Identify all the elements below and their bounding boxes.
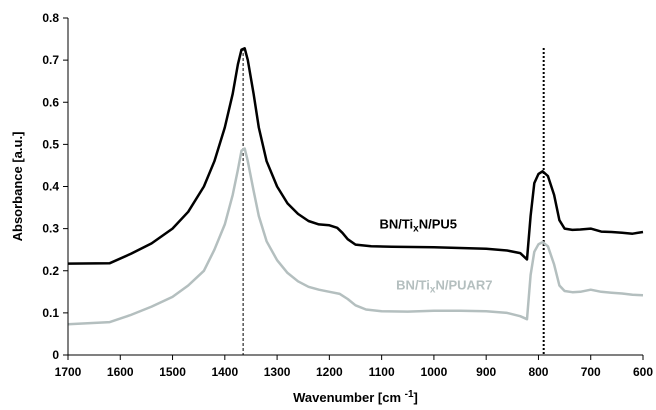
y-tick-label: 0.6 — [42, 95, 59, 109]
series-label-2: BN/TixN/PUAR7 — [396, 278, 492, 296]
plot-series — [67, 47, 644, 326]
x-tick-label: 600 — [633, 365, 653, 379]
x-tick-label: 1300 — [264, 365, 291, 379]
x-tick-label: 1500 — [159, 365, 186, 379]
y-tick-label: 0.8 — [42, 11, 59, 25]
x-axis-title-sup: -1 — [405, 389, 414, 400]
x-tick-label: 1200 — [316, 365, 343, 379]
y-tick-label: 0.5 — [42, 137, 59, 151]
y-tick-label: 0.1 — [42, 306, 59, 320]
series-label-1: BN/TixN/PU5 — [379, 217, 457, 235]
x-axis-title-main: Wavenumber [cm — [293, 390, 405, 405]
x-tick-label: 900 — [476, 365, 496, 379]
x-axis-title: Wavenumber [cm -1] — [293, 389, 418, 405]
x-tick-label: 1000 — [421, 365, 448, 379]
x-tick-label: 1100 — [369, 365, 395, 379]
series-labels: BN/TixN/PU5 BN/TixN/PUAR7 — [379, 217, 492, 296]
x-tick-label: 1700 — [55, 365, 82, 379]
series-line-2 — [67, 147, 644, 326]
y-axis: 0 0.1 0.2 0.3 0.4 0.5 0.6 0.7 0.8 — [42, 11, 69, 362]
series-line-1 — [67, 47, 644, 265]
y-tick-label: 0 — [52, 348, 59, 362]
reference-lines — [242, 48, 545, 355]
x-axis-title-end: ] — [414, 390, 418, 405]
x-tick-label: 800 — [528, 365, 548, 379]
x-tick-label: 700 — [581, 365, 601, 379]
x-tick-label: 1400 — [211, 365, 238, 379]
x-axis: 1700 1600 1500 1400 1300 1200 1100 1000 900 800 70… — [55, 354, 653, 379]
y-axis-title: Absorbance [a.u.] — [10, 132, 25, 242]
y-tick-label: 0.2 — [42, 264, 59, 278]
x-tick-label: 1600 — [107, 365, 134, 379]
y-tick-label: 0.7 — [42, 53, 59, 67]
y-tick-label: 0.3 — [42, 222, 59, 236]
y-tick-label: 0.4 — [42, 180, 59, 194]
